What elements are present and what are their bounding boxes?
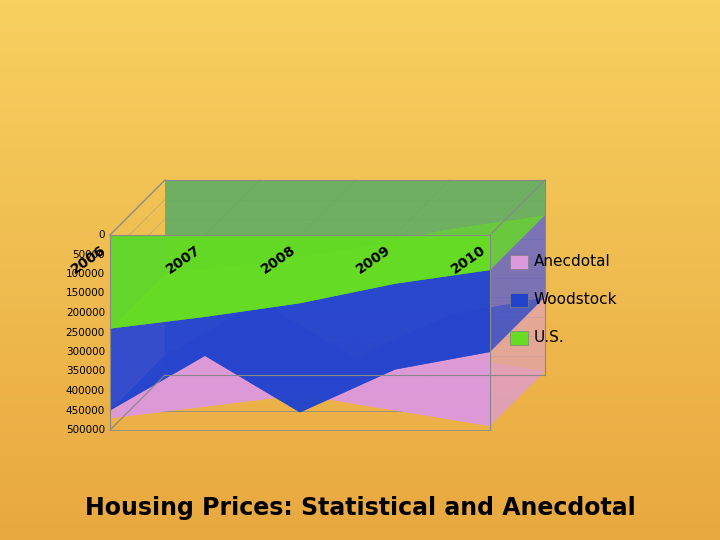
Text: 500000: 500000 — [66, 425, 105, 435]
Polygon shape — [165, 180, 545, 274]
Polygon shape — [205, 340, 355, 407]
Text: 2010: 2010 — [449, 243, 488, 276]
Text: 200000: 200000 — [66, 308, 105, 318]
Polygon shape — [395, 355, 545, 426]
Text: Anecdotal: Anecdotal — [534, 254, 611, 269]
Text: 300000: 300000 — [66, 347, 105, 357]
Text: 100000: 100000 — [66, 269, 105, 279]
Polygon shape — [110, 262, 260, 329]
Text: 350000: 350000 — [66, 367, 105, 376]
Polygon shape — [165, 180, 545, 371]
Polygon shape — [110, 301, 260, 410]
Polygon shape — [110, 235, 490, 413]
Polygon shape — [300, 340, 450, 410]
Polygon shape — [300, 314, 450, 413]
Polygon shape — [300, 229, 450, 303]
Text: 250000: 250000 — [66, 327, 105, 338]
Text: 450000: 450000 — [66, 406, 105, 415]
Text: 2006: 2006 — [68, 243, 108, 276]
Polygon shape — [205, 248, 355, 317]
Text: 2009: 2009 — [354, 243, 393, 276]
Text: 0: 0 — [99, 230, 105, 240]
FancyBboxPatch shape — [510, 331, 528, 345]
Polygon shape — [110, 235, 490, 426]
Text: 150000: 150000 — [66, 288, 105, 299]
Polygon shape — [110, 352, 260, 418]
FancyBboxPatch shape — [510, 293, 528, 307]
Polygon shape — [110, 235, 490, 329]
Text: 400000: 400000 — [66, 386, 105, 396]
Polygon shape — [395, 215, 545, 284]
Text: Woodstock: Woodstock — [534, 293, 618, 307]
Polygon shape — [165, 180, 545, 357]
Text: 2008: 2008 — [258, 243, 298, 276]
Text: 2007: 2007 — [163, 243, 203, 276]
Text: U.S.: U.S. — [534, 330, 564, 346]
Polygon shape — [395, 297, 545, 369]
Text: Housing Prices: Statistical and Anecdotal: Housing Prices: Statistical and Anecdota… — [85, 496, 635, 520]
FancyBboxPatch shape — [510, 255, 528, 269]
Polygon shape — [205, 301, 355, 413]
Text: 50000: 50000 — [73, 249, 105, 260]
